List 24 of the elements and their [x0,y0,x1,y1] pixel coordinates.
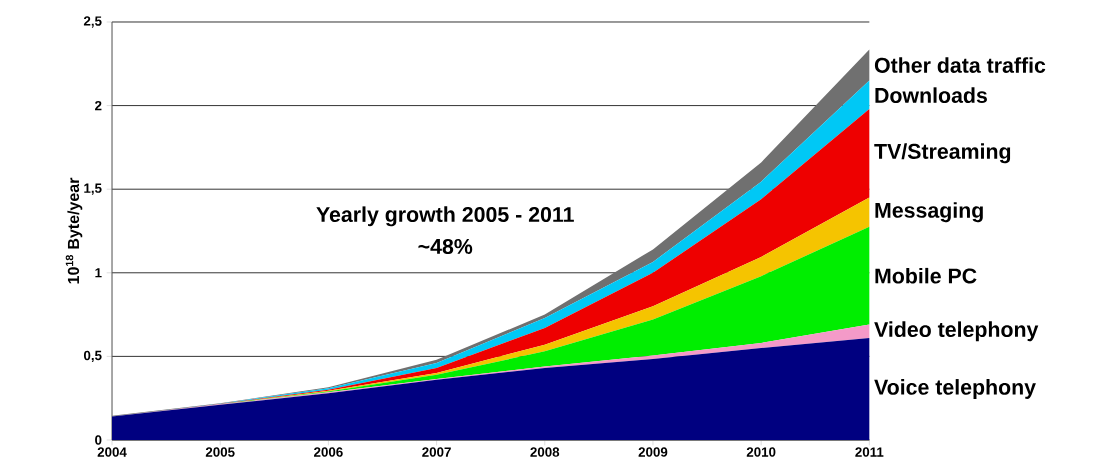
y-tick-label: 2,5 [83,16,102,28]
series-label: Mobile PC [875,267,977,284]
x-tick-label: 2007 [422,447,451,457]
series-label: TV/Streaming [874,143,1011,164]
x-tick-label: 2006 [314,447,343,457]
x-tick-label: 2011 [855,447,884,457]
x-tick-label: 2004 [97,447,127,457]
annotation: ~48% [418,238,473,255]
y-axis-title: 10$^{18}$ Byte/year [65,177,83,284]
x-tick-label: 2005 [205,447,235,457]
series-label: Voice telephony [874,379,1036,399]
series-label: Video telephony [874,321,1039,342]
series-label: Downloads [875,87,987,103]
series-label: Messaging [875,202,983,223]
series-label: Other data traffic [874,57,1046,73]
x-tick-label: 2010 [746,447,776,457]
x-tick-label: 2009 [638,447,668,457]
y-tick-label: 2 [95,100,102,111]
y-tick-label: 1 [95,268,102,278]
y-tick-label: 1,5 [84,183,102,195]
annotation: Yearly growth 2005 - 2011 [316,206,574,227]
x-tick-label: 2008 [530,447,560,457]
y-tick-label: 0,5 [83,350,102,363]
y-tick-label: 0 [95,435,102,445]
